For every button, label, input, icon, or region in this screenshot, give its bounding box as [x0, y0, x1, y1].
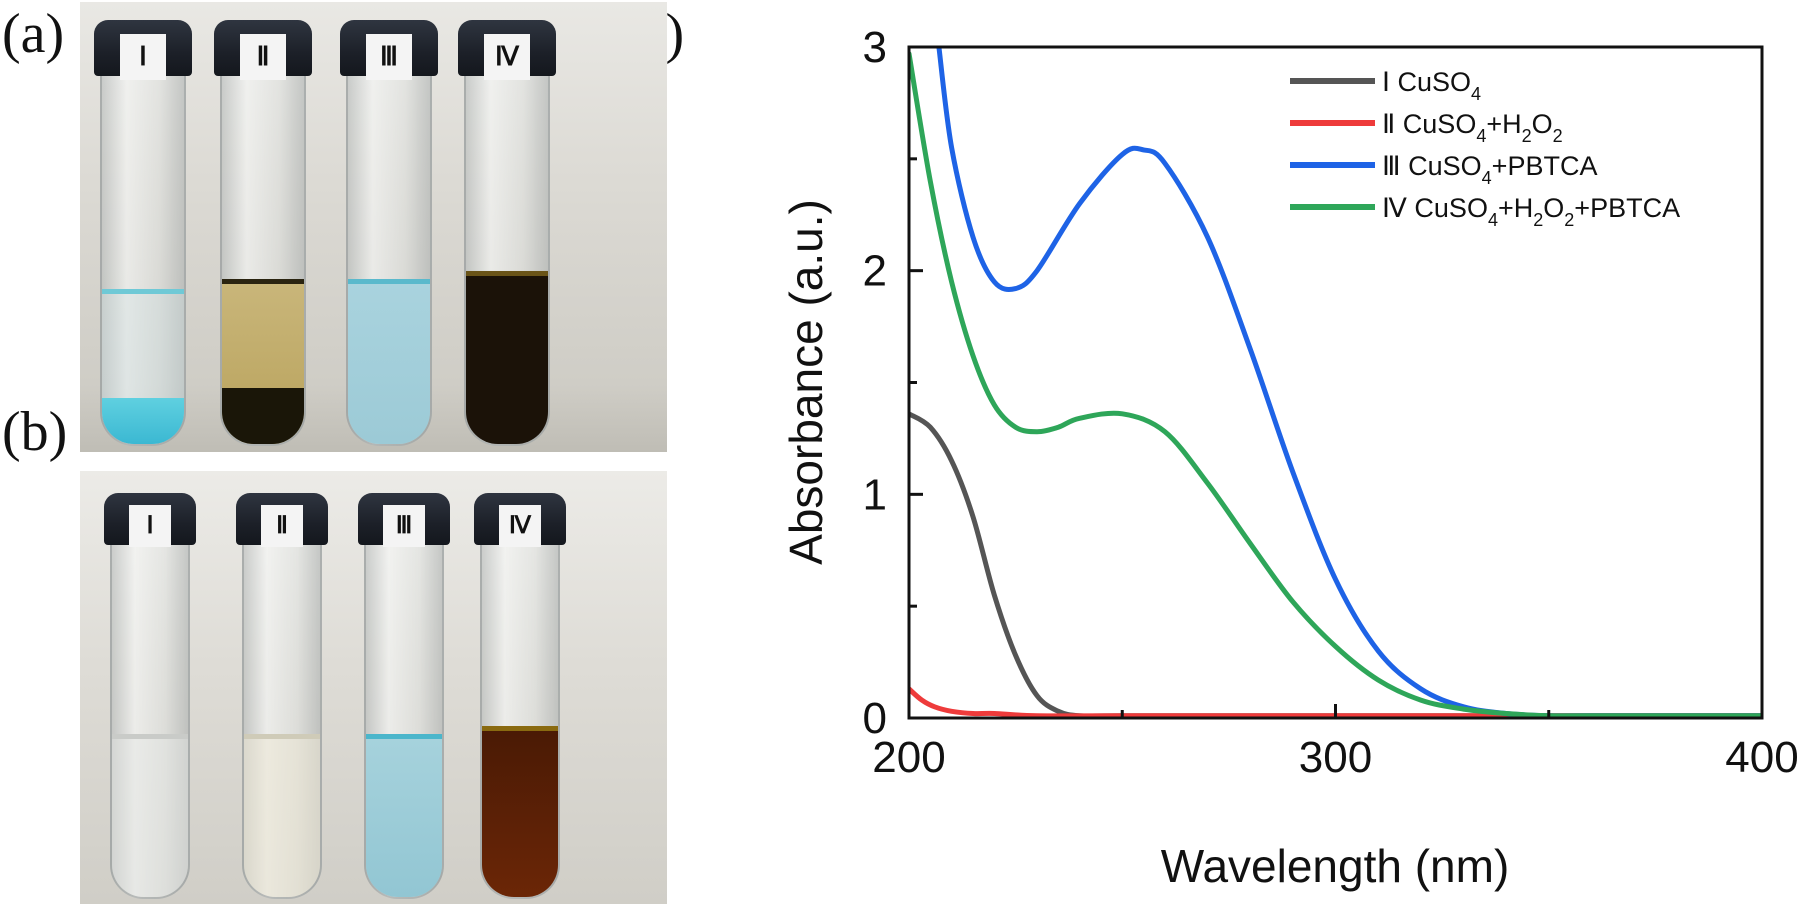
vial-a-1: Ⅰ: [94, 20, 192, 450]
y-tick-label: 0: [863, 694, 887, 743]
photo-a: Ⅰ Ⅱ Ⅲ Ⅳ: [80, 2, 667, 452]
vial-a-4: Ⅳ: [458, 20, 556, 450]
legend-label: Ⅳ CuSO4+H2O2+PBTCA: [1382, 193, 1680, 230]
legend-label: Ⅰ CuSO4: [1382, 67, 1481, 104]
legend-label: Ⅲ CuSO4+PBTCA: [1382, 151, 1597, 188]
series-line-1: [909, 411, 1762, 718]
series-line-4: [909, 51, 1762, 718]
legend-label: Ⅱ CuSO4+H2O2: [1382, 109, 1563, 146]
vial-label: Ⅲ: [383, 505, 425, 547]
vial-b-1: Ⅰ: [104, 493, 196, 903]
vial-b-4: Ⅳ: [474, 493, 566, 903]
y-axis-label: Absorbance (a.u.): [780, 199, 832, 565]
vial-label: Ⅱ: [261, 505, 303, 547]
vial-label: Ⅱ: [240, 34, 286, 80]
y-tick-label: 3: [863, 23, 887, 72]
x-tick-label: 200: [872, 733, 945, 782]
panel-label-a: (a): [2, 3, 65, 65]
series-line-2: [909, 686, 1762, 718]
vial-label: Ⅳ: [499, 505, 541, 547]
plot-frame: [907, 45, 1764, 720]
vial-label: Ⅰ: [129, 505, 171, 547]
x-tick-label: 400: [1725, 733, 1798, 782]
x-axis-label: Wavelength (nm): [1161, 840, 1510, 892]
panel-label-b: (b): [2, 401, 68, 463]
vial-label: Ⅳ: [484, 34, 530, 80]
vial-b-2: Ⅱ: [236, 493, 328, 903]
vial-label: Ⅲ: [366, 34, 412, 80]
vial-a-3: Ⅲ: [340, 20, 438, 450]
vial-b-3: Ⅲ: [358, 493, 450, 903]
x-tick-label: 300: [1299, 733, 1372, 782]
y-tick-label: 2: [863, 247, 887, 296]
vial-label: Ⅰ: [120, 34, 166, 80]
photo-b: Ⅰ Ⅱ Ⅲ Ⅳ: [80, 471, 667, 904]
vial-a-2: Ⅱ: [214, 20, 312, 450]
y-tick-label: 1: [863, 470, 887, 519]
series-line-3: [936, 47, 1762, 718]
